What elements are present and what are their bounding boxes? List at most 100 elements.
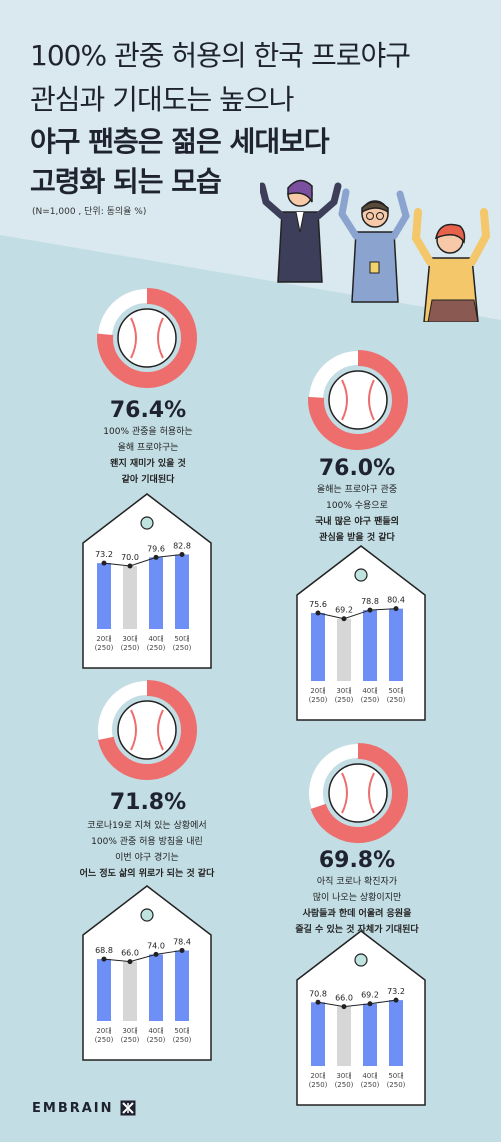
chart-category-label: 50대: [388, 687, 403, 695]
desc-line: 100% 관중을 허용하는: [103, 427, 193, 437]
desc-line: 100% 수용으로: [326, 501, 388, 511]
item-description: 100% 관중을 허용하는 올해 프로야구는 왠지 재미가 있을 것 같아 기대…: [53, 424, 243, 488]
chart-category-sublabel: (250): [309, 1081, 328, 1089]
chart-category-label: 30대: [122, 1027, 137, 1035]
chart-category-label: 50대: [388, 1072, 403, 1080]
chart-point: [315, 999, 321, 1005]
chart-category-sublabel: (250): [147, 1036, 166, 1044]
chart-point: [127, 563, 133, 569]
title-line-1: 100% 관중 허용의 한국 프로야구: [30, 39, 411, 72]
chart-bar: [97, 959, 111, 1021]
percent-value: 69.8%: [318, 848, 396, 873]
chart-category-sublabel: (250): [335, 1081, 354, 1089]
chart-bar: [337, 618, 351, 681]
chart-bar: [311, 1002, 325, 1066]
person-glasses-icon: [338, 188, 410, 303]
chart-tag-card: 70.820대(250)66.030대(250)69.240대(250)73.2…: [296, 930, 426, 1106]
chart-data-label: 78.8: [361, 597, 379, 606]
desc-line: 즐길 수 있는 것 자체가 기대된다: [295, 925, 419, 935]
chart-point: [101, 560, 107, 566]
item-description: 아직 코로나 확진자가 많이 나오는 상황이지만 사람들과 한데 어울려 응원을…: [262, 874, 452, 938]
embrain-logo-icon: [120, 1100, 136, 1116]
percent-value: 71.8%: [109, 790, 187, 815]
chart-point: [367, 607, 373, 613]
desc-line: 사람들과 한데 어울려 응원을: [302, 909, 412, 919]
chart-tag-card: 75.620대(250)69.230대(250)78.840대(250)80.4…: [296, 545, 426, 721]
chart-category-sublabel: (250): [147, 644, 166, 652]
chart-category-sublabel: (250): [121, 644, 140, 652]
chart-data-label: 69.2: [335, 606, 353, 615]
chart-data-label: 74.0: [147, 941, 165, 950]
chart-category-sublabel: (250): [387, 1081, 406, 1089]
chart-data-label: 75.6: [309, 600, 327, 609]
chart-point: [341, 1004, 347, 1010]
desc-line: 올해는 프로야구 관중: [316, 485, 398, 495]
chart-data-label: 80.4: [387, 596, 405, 605]
chart-category-sublabel: (250): [335, 696, 354, 704]
chart-point: [179, 551, 185, 557]
baseball-ring-icon: [308, 350, 408, 450]
chart-category-label: 30대: [336, 1072, 351, 1080]
chart-category-sublabel: (250): [173, 1036, 192, 1044]
chart-data-label: 68.8: [95, 946, 113, 955]
progress-ring-arc: [98, 680, 197, 780]
desc-line: 이번 야구 경기는: [115, 853, 179, 863]
desc-line: 아직 코로나 확진자가: [316, 877, 398, 887]
chart-category-sublabel: (250): [361, 1081, 380, 1089]
chart-tag-card: 73.220대(250)70.030대(250)79.640대(250)82.8…: [82, 493, 212, 669]
chart-category-label: 20대: [96, 635, 111, 643]
chart-trend-line: [103, 949, 183, 963]
tag-hole: [140, 908, 154, 922]
desc-line: 관심을 받을 것 같다: [319, 533, 395, 543]
chart-data-label: 82.8: [173, 541, 191, 550]
chart-data-label: 73.2: [387, 987, 405, 996]
chart-point: [153, 951, 159, 957]
progress-ring-arc: [310, 743, 408, 843]
chart-point: [127, 959, 133, 965]
chart-data-label: 66.0: [121, 949, 139, 958]
cheering-people-illustration: [260, 179, 491, 322]
chart-data-label: 79.6: [147, 544, 165, 553]
chart-category-label: 30대: [122, 635, 137, 643]
desc-line: 올해 프로야구는: [117, 443, 179, 453]
chart-point: [101, 956, 107, 962]
survey-note: (N=1,000 , 단위: 동의율 %): [32, 207, 147, 217]
title-line-4: 고령화 되는 모습: [30, 165, 222, 198]
desc-line: 어느 정도 삶의 위로가 되는 것 같다: [79, 869, 215, 879]
chart-trend-line: [317, 608, 397, 620]
chart-point: [393, 606, 399, 612]
chart-category-sublabel: (250): [121, 1036, 140, 1044]
chart-data-label: 70.0: [121, 553, 139, 562]
chart-category-sublabel: (250): [95, 1036, 114, 1044]
chart-bar: [363, 610, 377, 681]
person-redhair-icon: [411, 208, 491, 322]
desc-line: 같아 기대된다: [121, 475, 175, 485]
baseball-ring-icon: [98, 680, 197, 780]
baseball-ring-icon: [309, 743, 408, 843]
chart-category-sublabel: (250): [309, 696, 328, 704]
person-suit-icon: [260, 179, 342, 283]
chart-bar: [97, 563, 111, 629]
chart-category-label: 20대: [310, 687, 325, 695]
desc-line: 100% 관중 허용 방침을 내린: [91, 837, 203, 847]
chart-bar: [337, 1006, 351, 1066]
chart-point: [179, 947, 185, 953]
desc-line: 많이 나오는 상황이지만: [312, 893, 402, 903]
chart-category-sublabel: (250): [95, 644, 114, 652]
chart-category-label: 40대: [148, 635, 163, 643]
chart-bar: [389, 608, 403, 681]
chart-point: [153, 554, 159, 560]
percent-value: 76.0%: [318, 456, 396, 481]
baseball-ring-icon: [97, 288, 197, 388]
chart-bar: [149, 557, 163, 629]
chart-point: [367, 1001, 373, 1007]
chart-bar: [123, 961, 137, 1021]
chart-category-label: 50대: [174, 1027, 189, 1035]
chart-category-label: 20대: [96, 1027, 111, 1035]
progress-ring-arc: [97, 288, 197, 388]
chart-category-label: 50대: [174, 635, 189, 643]
tag-hole: [140, 516, 154, 530]
chart-data-label: 73.2: [95, 550, 113, 559]
chart-category-sublabel: (250): [173, 644, 192, 652]
chart-category-label: 20대: [310, 1072, 325, 1080]
